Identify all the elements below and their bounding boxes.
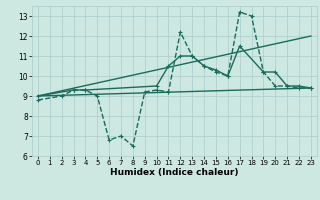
X-axis label: Humidex (Indice chaleur): Humidex (Indice chaleur) xyxy=(110,168,239,177)
